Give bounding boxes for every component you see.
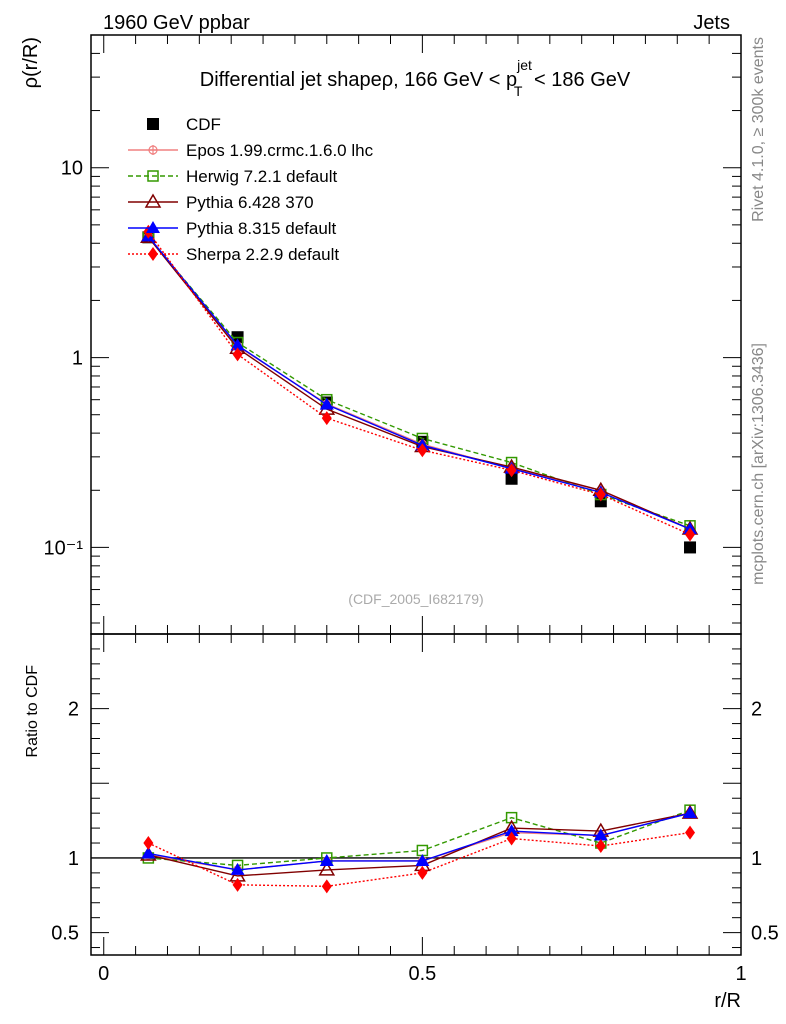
ratio-frame bbox=[90, 633, 742, 956]
x-tick-label: 1 bbox=[735, 963, 746, 985]
legend-marker-cdf bbox=[147, 118, 159, 130]
legend-entry-sherpa: Sherpa 2.2.9 default bbox=[128, 245, 339, 264]
chart-title-tail: < 186 GeV bbox=[528, 69, 630, 91]
data-point-cdf bbox=[684, 541, 697, 554]
ratio-y-tick-label: 1 bbox=[68, 848, 79, 870]
ratio-point-herwig bbox=[505, 811, 518, 824]
ratio-panel: 0 0.5 10.5 0.51 12 2 bbox=[51, 633, 779, 985]
data-point-pythia8 bbox=[230, 338, 245, 351]
ratio-point-pythia8 bbox=[319, 853, 334, 866]
ratio-line-herwig bbox=[148, 809, 691, 867]
analysis-watermark: (CDF_2005_I682179) bbox=[348, 591, 483, 607]
ratio-point-sherpa bbox=[321, 879, 332, 894]
legend-marker-epos-cross bbox=[148, 145, 158, 155]
legend-label-herwig: Herwig 7.2.1 default bbox=[186, 167, 337, 186]
rivet-version-label: Rivet 4.1.0, ≥ 300k events bbox=[750, 37, 767, 222]
series-line-sherpa bbox=[147, 231, 691, 536]
ratio-point-sherpa bbox=[595, 839, 606, 854]
series-pythia8 bbox=[141, 229, 698, 535]
chart-title-sup: jet bbox=[516, 57, 532, 73]
ratio-series-pythia8 bbox=[141, 806, 698, 875]
legend-entry-pythia6: Pythia 6.428 370 bbox=[128, 193, 314, 212]
mcplots-label: mcplots.cern.ch [arXiv:1306.3436] bbox=[750, 343, 767, 585]
ratio-y-tick-label-right: 2 bbox=[751, 699, 762, 721]
legend-marker-pythia8 bbox=[146, 221, 160, 233]
ratio-point-pythia8 bbox=[141, 846, 156, 859]
legend: CDF Epos 1.99.crmc.1.6.0 lhc Herwig 7.2.1 … bbox=[128, 115, 374, 264]
ratio-point-sherpa bbox=[506, 831, 517, 846]
data-point-sherpa bbox=[595, 487, 606, 502]
ratio-point-pythia8 bbox=[683, 806, 698, 819]
series-herwig bbox=[142, 231, 696, 532]
series-sherpa bbox=[143, 224, 696, 542]
main-y-tick-label: 10 bbox=[61, 158, 83, 180]
series-cdf bbox=[142, 231, 697, 554]
ratio-point-sherpa bbox=[143, 836, 154, 851]
ratio-point-pythia6 bbox=[318, 861, 336, 876]
main-y-axis-label: ρ(r/R) bbox=[20, 37, 42, 88]
main-panel: 10 1 10⁻¹ bbox=[44, 34, 742, 635]
ratio-y-axis-label: Ratio to CDF bbox=[24, 665, 41, 758]
series-pythia6 bbox=[140, 228, 699, 535]
chart-title-main: Differential jet shapeρ, 166 GeV < p bbox=[200, 69, 517, 91]
legend-label-epos: Epos 1.99.crmc.1.6.0 lhc bbox=[186, 141, 374, 160]
chart-title: Differential jet shapeρ, 166 GeV < pjet T… bbox=[200, 57, 631, 99]
legend-label-sherpa: Sherpa 2.2.9 default bbox=[186, 245, 339, 264]
legend-entry-herwig: Herwig 7.2.1 default bbox=[128, 167, 337, 186]
x-tick-label: 0.5 bbox=[408, 963, 436, 985]
ratio-y-tick-label: 2 bbox=[68, 699, 79, 721]
ratio-series-pythia6 bbox=[140, 804, 699, 882]
data-point-sherpa bbox=[417, 443, 428, 458]
ratio-series-sherpa bbox=[143, 825, 696, 894]
ratio-point-pythia8 bbox=[230, 862, 245, 875]
series-line-pythia8 bbox=[147, 235, 691, 530]
header-right-label: Jets bbox=[693, 12, 730, 34]
legend-entry-epos: Epos 1.99.crmc.1.6.0 lhc bbox=[128, 141, 374, 160]
ratio-point-sherpa bbox=[417, 865, 428, 880]
legend-marker-epos bbox=[148, 145, 158, 155]
x-axis-label: r/R bbox=[714, 990, 741, 1012]
legend-marker-pythia6 bbox=[144, 193, 162, 208]
data-point-cdf bbox=[505, 472, 518, 485]
data-point-sherpa bbox=[685, 527, 696, 542]
main-y-tick-label: 10⁻¹ bbox=[44, 537, 84, 559]
ratio-point-pythia8 bbox=[593, 828, 608, 841]
legend-marker-herwig bbox=[147, 170, 159, 182]
legend-label-cdf: CDF bbox=[186, 115, 221, 134]
legend-entry-cdf: CDF bbox=[147, 115, 221, 134]
ratio-point-sherpa bbox=[685, 825, 696, 840]
chart-title-sub: T bbox=[514, 83, 523, 99]
ratio-y-tick-label-right: 0.5 bbox=[751, 923, 779, 945]
x-tick-label: 0 bbox=[98, 963, 109, 985]
series-line-pythia6 bbox=[147, 236, 691, 530]
ratio-y-tick-label-right: 1 bbox=[751, 848, 762, 870]
ratio-point-sherpa bbox=[232, 877, 243, 892]
series-line-herwig bbox=[147, 236, 691, 527]
header-left-label: 1960 GeV ppbar bbox=[103, 12, 250, 34]
series-epos bbox=[143, 231, 696, 535]
main-y-tick-label: 1 bbox=[72, 348, 83, 370]
legend-marker-sherpa bbox=[148, 247, 158, 261]
ratio-point-pythia8 bbox=[504, 824, 519, 837]
ratio-point-pythia8 bbox=[415, 853, 430, 866]
legend-label-pythia6: Pythia 6.428 370 bbox=[186, 193, 314, 212]
data-point-sherpa bbox=[321, 411, 332, 426]
data-point-pythia8 bbox=[319, 397, 334, 410]
legend-entry-pythia8: Pythia 8.315 default bbox=[128, 219, 337, 238]
data-point-sherpa bbox=[506, 463, 517, 478]
data-point-sherpa bbox=[232, 347, 243, 362]
legend-label-pythia8: Pythia 8.315 default bbox=[186, 219, 337, 238]
ratio-y-tick-label: 0.5 bbox=[51, 923, 79, 945]
series-line-epos bbox=[147, 235, 691, 530]
